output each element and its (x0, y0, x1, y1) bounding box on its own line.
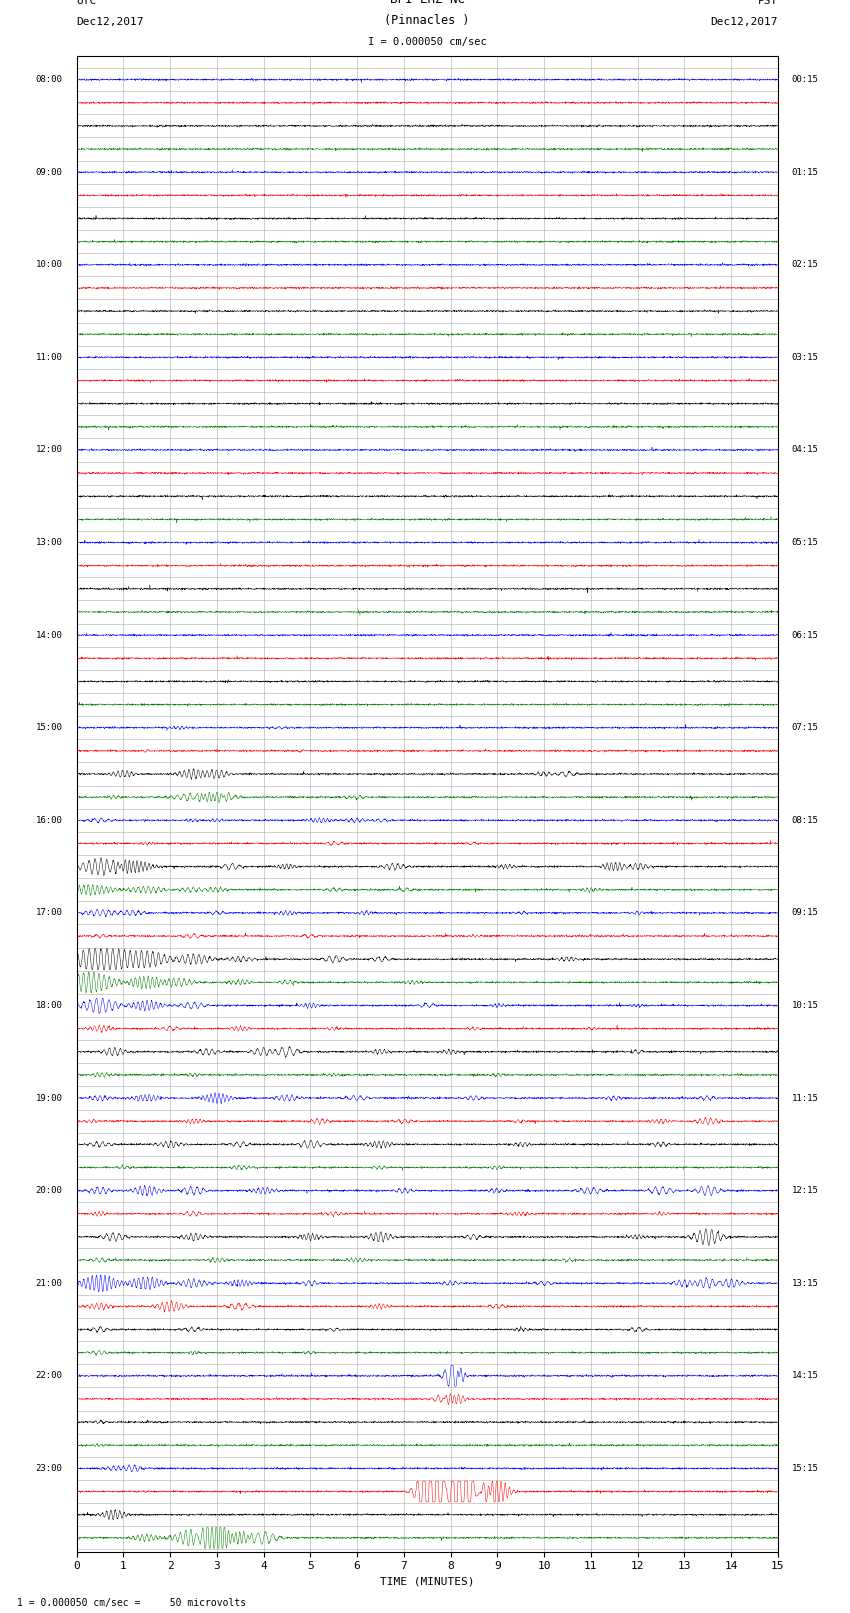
Text: Dec12,2017: Dec12,2017 (711, 16, 778, 26)
Text: 01:15: 01:15 (791, 168, 819, 177)
Text: 17:00: 17:00 (36, 908, 63, 918)
Text: 09:00: 09:00 (36, 168, 63, 177)
Text: 03:15: 03:15 (791, 353, 819, 361)
Text: BPI EHZ NC: BPI EHZ NC (389, 0, 465, 5)
Text: 23:00: 23:00 (36, 1465, 63, 1473)
Text: 07:15: 07:15 (791, 723, 819, 732)
Text: 21:00: 21:00 (36, 1279, 63, 1287)
Text: 08:00: 08:00 (36, 76, 63, 84)
Text: 1 = 0.000050 cm/sec =     50 microvolts: 1 = 0.000050 cm/sec = 50 microvolts (17, 1598, 246, 1608)
Text: 12:00: 12:00 (36, 445, 63, 455)
Text: 04:15: 04:15 (791, 445, 819, 455)
Text: 02:15: 02:15 (791, 260, 819, 269)
Text: 10:15: 10:15 (791, 1002, 819, 1010)
Text: 19:00: 19:00 (36, 1094, 63, 1103)
Text: 12:15: 12:15 (791, 1186, 819, 1195)
Text: 10:00: 10:00 (36, 260, 63, 269)
Text: 13:00: 13:00 (36, 539, 63, 547)
Text: 13:15: 13:15 (791, 1279, 819, 1287)
Text: 00:15: 00:15 (791, 76, 819, 84)
Text: 16:00: 16:00 (36, 816, 63, 824)
Text: 05:15: 05:15 (791, 539, 819, 547)
X-axis label: TIME (MINUTES): TIME (MINUTES) (380, 1578, 474, 1587)
Text: 11:00: 11:00 (36, 353, 63, 361)
Text: 08:15: 08:15 (791, 816, 819, 824)
Text: 14:00: 14:00 (36, 631, 63, 640)
Text: 15:00: 15:00 (36, 723, 63, 732)
Text: 20:00: 20:00 (36, 1186, 63, 1195)
Text: 06:15: 06:15 (791, 631, 819, 640)
Text: 09:15: 09:15 (791, 908, 819, 918)
Text: 14:15: 14:15 (791, 1371, 819, 1381)
Text: PST: PST (757, 0, 778, 5)
Text: 22:00: 22:00 (36, 1371, 63, 1381)
Text: Dec12,2017: Dec12,2017 (76, 16, 144, 26)
Text: 18:00: 18:00 (36, 1002, 63, 1010)
Text: 11:15: 11:15 (791, 1094, 819, 1103)
Text: 15:15: 15:15 (791, 1465, 819, 1473)
Text: (Pinnacles ): (Pinnacles ) (384, 13, 470, 26)
Text: I = 0.000050 cm/sec: I = 0.000050 cm/sec (368, 37, 486, 47)
Text: UTC: UTC (76, 0, 97, 5)
